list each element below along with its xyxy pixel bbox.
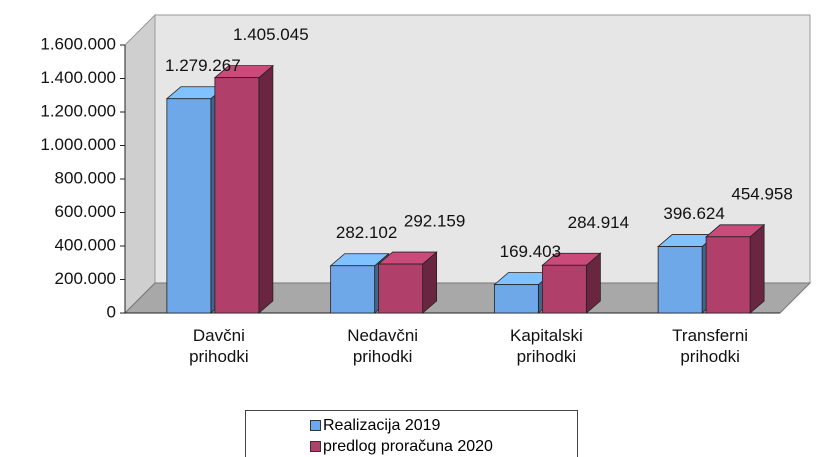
data-label: 1.405.045 — [233, 25, 309, 44]
side-wall — [124, 13, 156, 315]
bar — [378, 263, 424, 314]
y-tick-label: 1.400.000 — [40, 68, 116, 87]
bar — [214, 77, 260, 314]
data-label: 292.159 — [404, 212, 465, 231]
data-label: 169.403 — [500, 242, 561, 261]
x-tick-label: Nedavčni prihodki — [347, 326, 419, 366]
bar-side — [749, 223, 765, 314]
bar — [493, 284, 539, 314]
y-tick-label: 800.000 — [55, 168, 116, 187]
legend-label: Realizacija 2019 — [323, 417, 441, 434]
bar — [657, 246, 703, 314]
legend-swatch — [310, 420, 321, 431]
data-label: 284.914 — [568, 213, 629, 232]
x-tick-label: Kapitalski prihodki — [509, 326, 583, 366]
legend-entry: predlog proračuna 2020 — [310, 436, 577, 457]
data-label: 396.624 — [663, 204, 724, 223]
legend-swatch — [310, 441, 321, 452]
x-tick-label: Transferni prihodki — [672, 326, 749, 366]
bar — [330, 265, 376, 314]
legend: Realizacija 2019 predlog proračuna 2020 — [245, 410, 578, 457]
y-tick-label: 400.000 — [55, 235, 116, 254]
legend-entry: Realizacija 2019 — [310, 415, 577, 436]
plot: 0 200.000 400.000 600.000 800.000 1.000.000 1.… — [40, 13, 812, 321]
bar — [166, 98, 212, 314]
y-tick-label: 1.600.000 — [40, 34, 116, 53]
y-tick-label: 1.200.000 — [40, 101, 116, 120]
legend-label: predlog proračuna 2020 — [323, 438, 493, 455]
x-tick-label: Davčni prihodki — [189, 326, 249, 366]
bar-side — [258, 64, 274, 314]
data-label: 1.279.267 — [165, 56, 241, 75]
y-tick-label: 1.000.000 — [40, 135, 116, 154]
bar — [705, 236, 751, 314]
bar — [541, 264, 587, 314]
y-tick-label: 0 — [107, 302, 116, 321]
y-tick-label: 600.000 — [55, 202, 116, 221]
data-label: 282.102 — [336, 223, 397, 242]
y-tick-label: 200.000 — [55, 269, 116, 288]
data-label: 454.958 — [731, 184, 792, 203]
